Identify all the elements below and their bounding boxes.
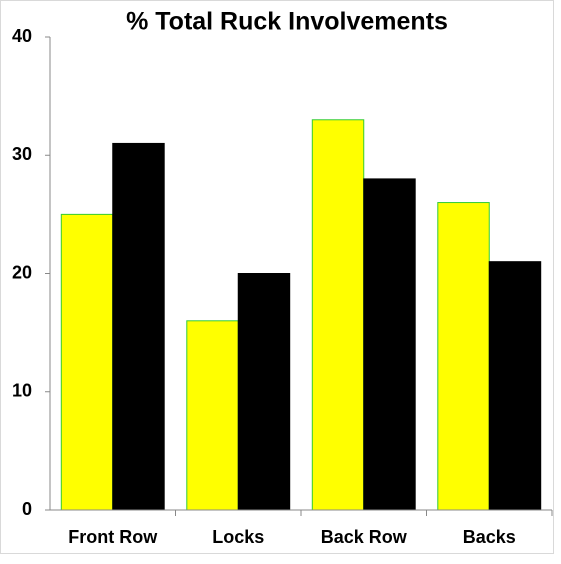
x-tick-label: Back Row — [321, 527, 408, 547]
y-tick-label: 0 — [22, 499, 32, 519]
y-tick-label: 20 — [12, 262, 32, 282]
y-tick-label: 30 — [12, 144, 32, 164]
bar — [363, 178, 416, 511]
bar — [60, 213, 114, 511]
x-tick-label: Locks — [212, 527, 264, 547]
chart-title: % Total Ruck Involvements — [126, 8, 448, 36]
bar — [488, 261, 542, 511]
x-tick-label: Backs — [463, 527, 516, 547]
bar — [311, 119, 365, 511]
bar — [437, 202, 490, 511]
chart-border — [0, 0, 554, 554]
y-tick-label: 40 — [12, 26, 32, 46]
bar — [237, 273, 291, 511]
y-tick-label: 10 — [12, 381, 32, 401]
bar — [186, 320, 239, 511]
x-tick-label: Front Row — [68, 527, 158, 547]
bar — [112, 142, 165, 511]
